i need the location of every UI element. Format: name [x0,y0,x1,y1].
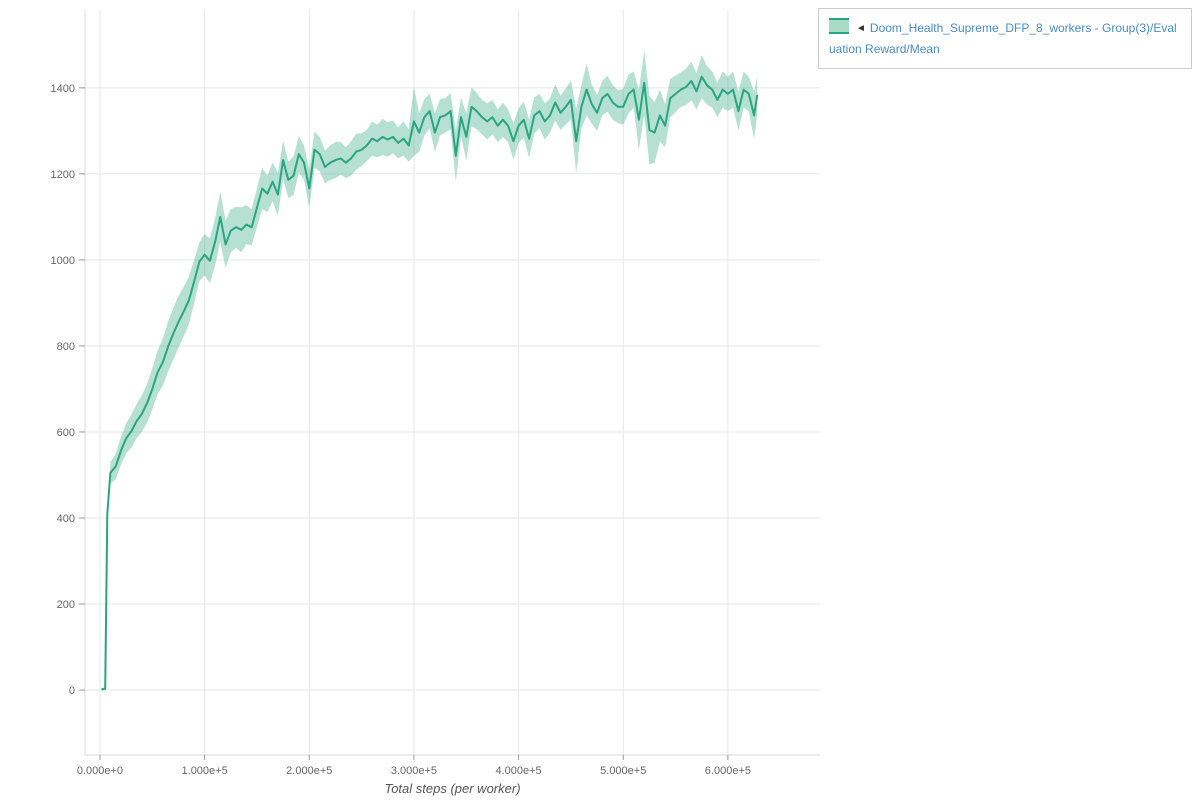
y-tick-label: 1200 [51,169,75,181]
y-tick-label: 200 [57,599,75,611]
x-tick-label: 6.000e+5 [705,765,751,777]
grid-lines [84,10,820,756]
y-tick-label: 1400 [51,83,75,95]
legend-row: ◄ Doom_Health_Supreme_DFP_8_workers - Gro… [829,18,1181,60]
x-tick-label: 4.000e+5 [495,765,541,777]
x-tick-label: 3.000e+5 [391,765,437,777]
legend-collapse-icon[interactable]: ◄ [856,23,866,34]
x-tick-label: 5.000e+5 [600,765,646,777]
y-tick-label: 800 [57,341,75,353]
x-axis-title: Total steps (per worker) [384,781,521,796]
y-tick-label: 400 [57,513,75,525]
y-tick-label: 600 [57,427,75,439]
x-tick-label: 1.000e+5 [182,765,228,777]
series-swatch-icon[interactable] [829,18,849,34]
y-tick-label: 0 [69,685,75,697]
tick-marks [79,87,729,760]
x-tick-label: 0.000e+0 [77,765,123,777]
x-tick-label: 2.000e+5 [286,765,332,777]
legend: ◄ Doom_Health_Supreme_DFP_8_workers - Gro… [818,8,1192,69]
y-tick-label: 1000 [51,255,75,267]
series-confidence-band [102,50,758,691]
tick-labels: 0 200 400 600 800 1000 1200 1400 0.000e+0 1.000e+… [51,83,751,777]
series-mean-line[interactable] [101,75,759,691]
legend-series-label[interactable]: Doom_Health_Supreme_DFP_8_workers - Grou… [829,21,1177,56]
